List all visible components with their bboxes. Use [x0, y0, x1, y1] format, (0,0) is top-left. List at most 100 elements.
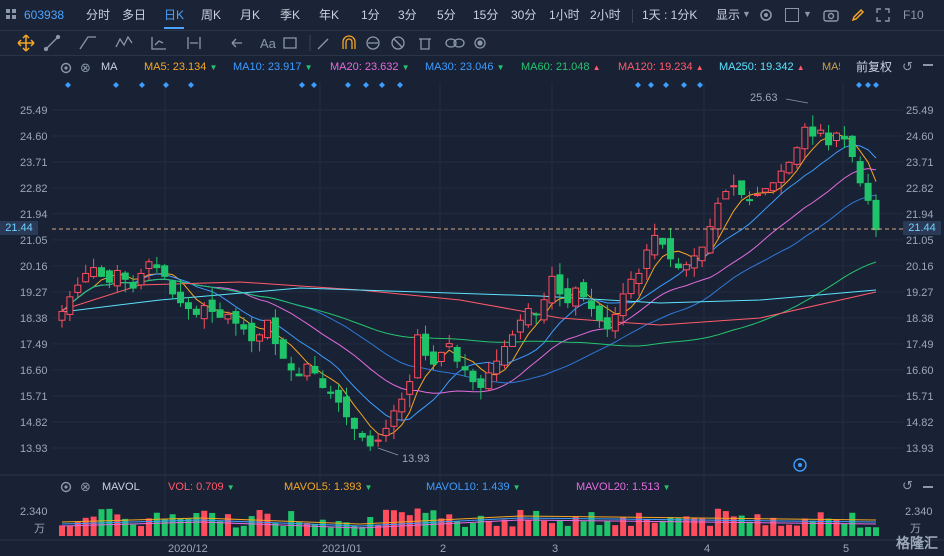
candle-body [746, 199, 754, 202]
checkbox-icon[interactable] [785, 8, 799, 22]
candle-body [343, 396, 351, 418]
ma-line [61, 287, 877, 313]
arrow-icon [231, 38, 242, 48]
tab-1min[interactable]: 1分 [361, 8, 380, 22]
date-label-mar: 3 [552, 543, 558, 555]
tab-15min[interactable]: 15分 [473, 8, 499, 22]
volume-bar [691, 517, 698, 536]
gear-icon[interactable] [759, 8, 773, 25]
tab-2hour[interactable]: 2小时 [590, 8, 621, 22]
volume-bar [628, 525, 635, 536]
tab-1hour[interactable]: 1小时 [549, 8, 580, 22]
price-tick-label: 21.94 [20, 209, 48, 221]
pencil-icon[interactable] [851, 8, 865, 25]
tab-monthly-k[interactable]: 月K [240, 8, 261, 22]
tab-weekly-k[interactable]: 周K [201, 8, 222, 22]
volume-bar [193, 513, 200, 536]
close-icon[interactable]: ⊗ [80, 60, 91, 75]
ma-line [61, 194, 877, 384]
candle-body [279, 339, 287, 359]
chevron-down-icon[interactable]: ▼ [742, 9, 751, 19]
volume-bar [446, 514, 453, 536]
price-tick-label: 18.38 [906, 313, 934, 325]
date-label-jan: 2021/01 [322, 543, 362, 555]
candle-body [208, 299, 216, 312]
price-tick-label: 14.82 [906, 417, 934, 429]
candle-body [714, 202, 722, 230]
candle-body [240, 324, 248, 330]
candle-body [587, 300, 595, 310]
volume-bars [59, 508, 879, 536]
camera-icon[interactable] [823, 8, 839, 25]
volume-bar [66, 526, 73, 536]
candle-body [635, 272, 643, 284]
candle-body [809, 126, 817, 137]
event-marker-icon [379, 82, 385, 88]
grid-icon[interactable] [6, 9, 17, 20]
candle-body [192, 308, 200, 315]
candle-body [311, 365, 319, 374]
price-tick-label: 13.93 [20, 443, 48, 455]
mavol20-value: MAVOL20: 1.513 ▼ [576, 481, 671, 493]
volume-bar [596, 525, 603, 536]
undo-icon[interactable]: ↺ [902, 59, 913, 74]
candle-body [856, 161, 864, 184]
minimize-icon[interactable] [923, 64, 933, 66]
tab-daily-k[interactable]: 日K [164, 5, 185, 29]
move-icon [17, 34, 35, 52]
volume-bar [778, 525, 785, 536]
tab-quarterly-k[interactable]: 季K [280, 8, 301, 22]
candle-body [817, 129, 825, 134]
volume-bar [533, 510, 540, 536]
price-tick-label: 18.38 [20, 313, 48, 325]
stock-code[interactable]: 603938 [24, 8, 65, 22]
minimize-icon[interactable] [923, 486, 933, 488]
tab-3min[interactable]: 3分 [398, 8, 417, 22]
settings-icon [474, 37, 486, 49]
tab-30min[interactable]: 30分 [511, 8, 537, 22]
pen-icon [317, 38, 329, 50]
candle-body [785, 161, 793, 174]
event-marker-icon [363, 82, 369, 88]
gear-icon[interactable] [60, 481, 72, 496]
event-marker-icon [681, 82, 687, 88]
candle-body [414, 334, 422, 379]
cycle-select[interactable]: 1天 : 1分K [642, 8, 698, 22]
tab-5min[interactable]: 5分 [437, 8, 456, 22]
volume-bar [422, 512, 429, 536]
tab-yearly-k[interactable]: 年K [319, 8, 340, 22]
candle-body [564, 288, 572, 304]
price-tick-label: 23.71 [20, 157, 48, 169]
volume-bar [564, 525, 571, 536]
display-menu[interactable]: 显示 [716, 8, 741, 22]
adjust-select[interactable]: 前复权 [840, 58, 892, 76]
event-marker-icon [648, 82, 654, 88]
f10-button[interactable]: F10 [903, 8, 924, 22]
price-tick-label: 24.60 [20, 131, 48, 143]
mavol-label: MAVOL [102, 481, 140, 493]
event-markers [65, 82, 879, 88]
volume-bar [762, 525, 769, 536]
expand-icon[interactable] [876, 8, 890, 25]
chevron-down-icon[interactable]: ▼ [803, 9, 812, 19]
volume-bar [398, 512, 405, 536]
volume-bar [556, 520, 563, 536]
candle-body [801, 126, 809, 150]
candle-body [113, 270, 121, 287]
candle-body [145, 261, 153, 269]
candle-body [659, 237, 667, 245]
volume-bar [801, 518, 808, 536]
volume-bar [438, 518, 445, 536]
close-icon[interactable]: ⊗ [80, 479, 91, 494]
tab-duori[interactable]: 多日 [122, 8, 147, 22]
gear-icon[interactable] [60, 62, 72, 77]
volume-bar [201, 510, 208, 536]
candle-body [667, 238, 675, 260]
volume-bar [477, 515, 484, 536]
undo-icon[interactable]: ↺ [902, 478, 913, 493]
magnet-icon [342, 35, 356, 49]
price-tick-label: 16.60 [906, 365, 934, 377]
tab-fenshi[interactable]: 分时 [86, 8, 111, 22]
volume-bar [177, 519, 184, 536]
